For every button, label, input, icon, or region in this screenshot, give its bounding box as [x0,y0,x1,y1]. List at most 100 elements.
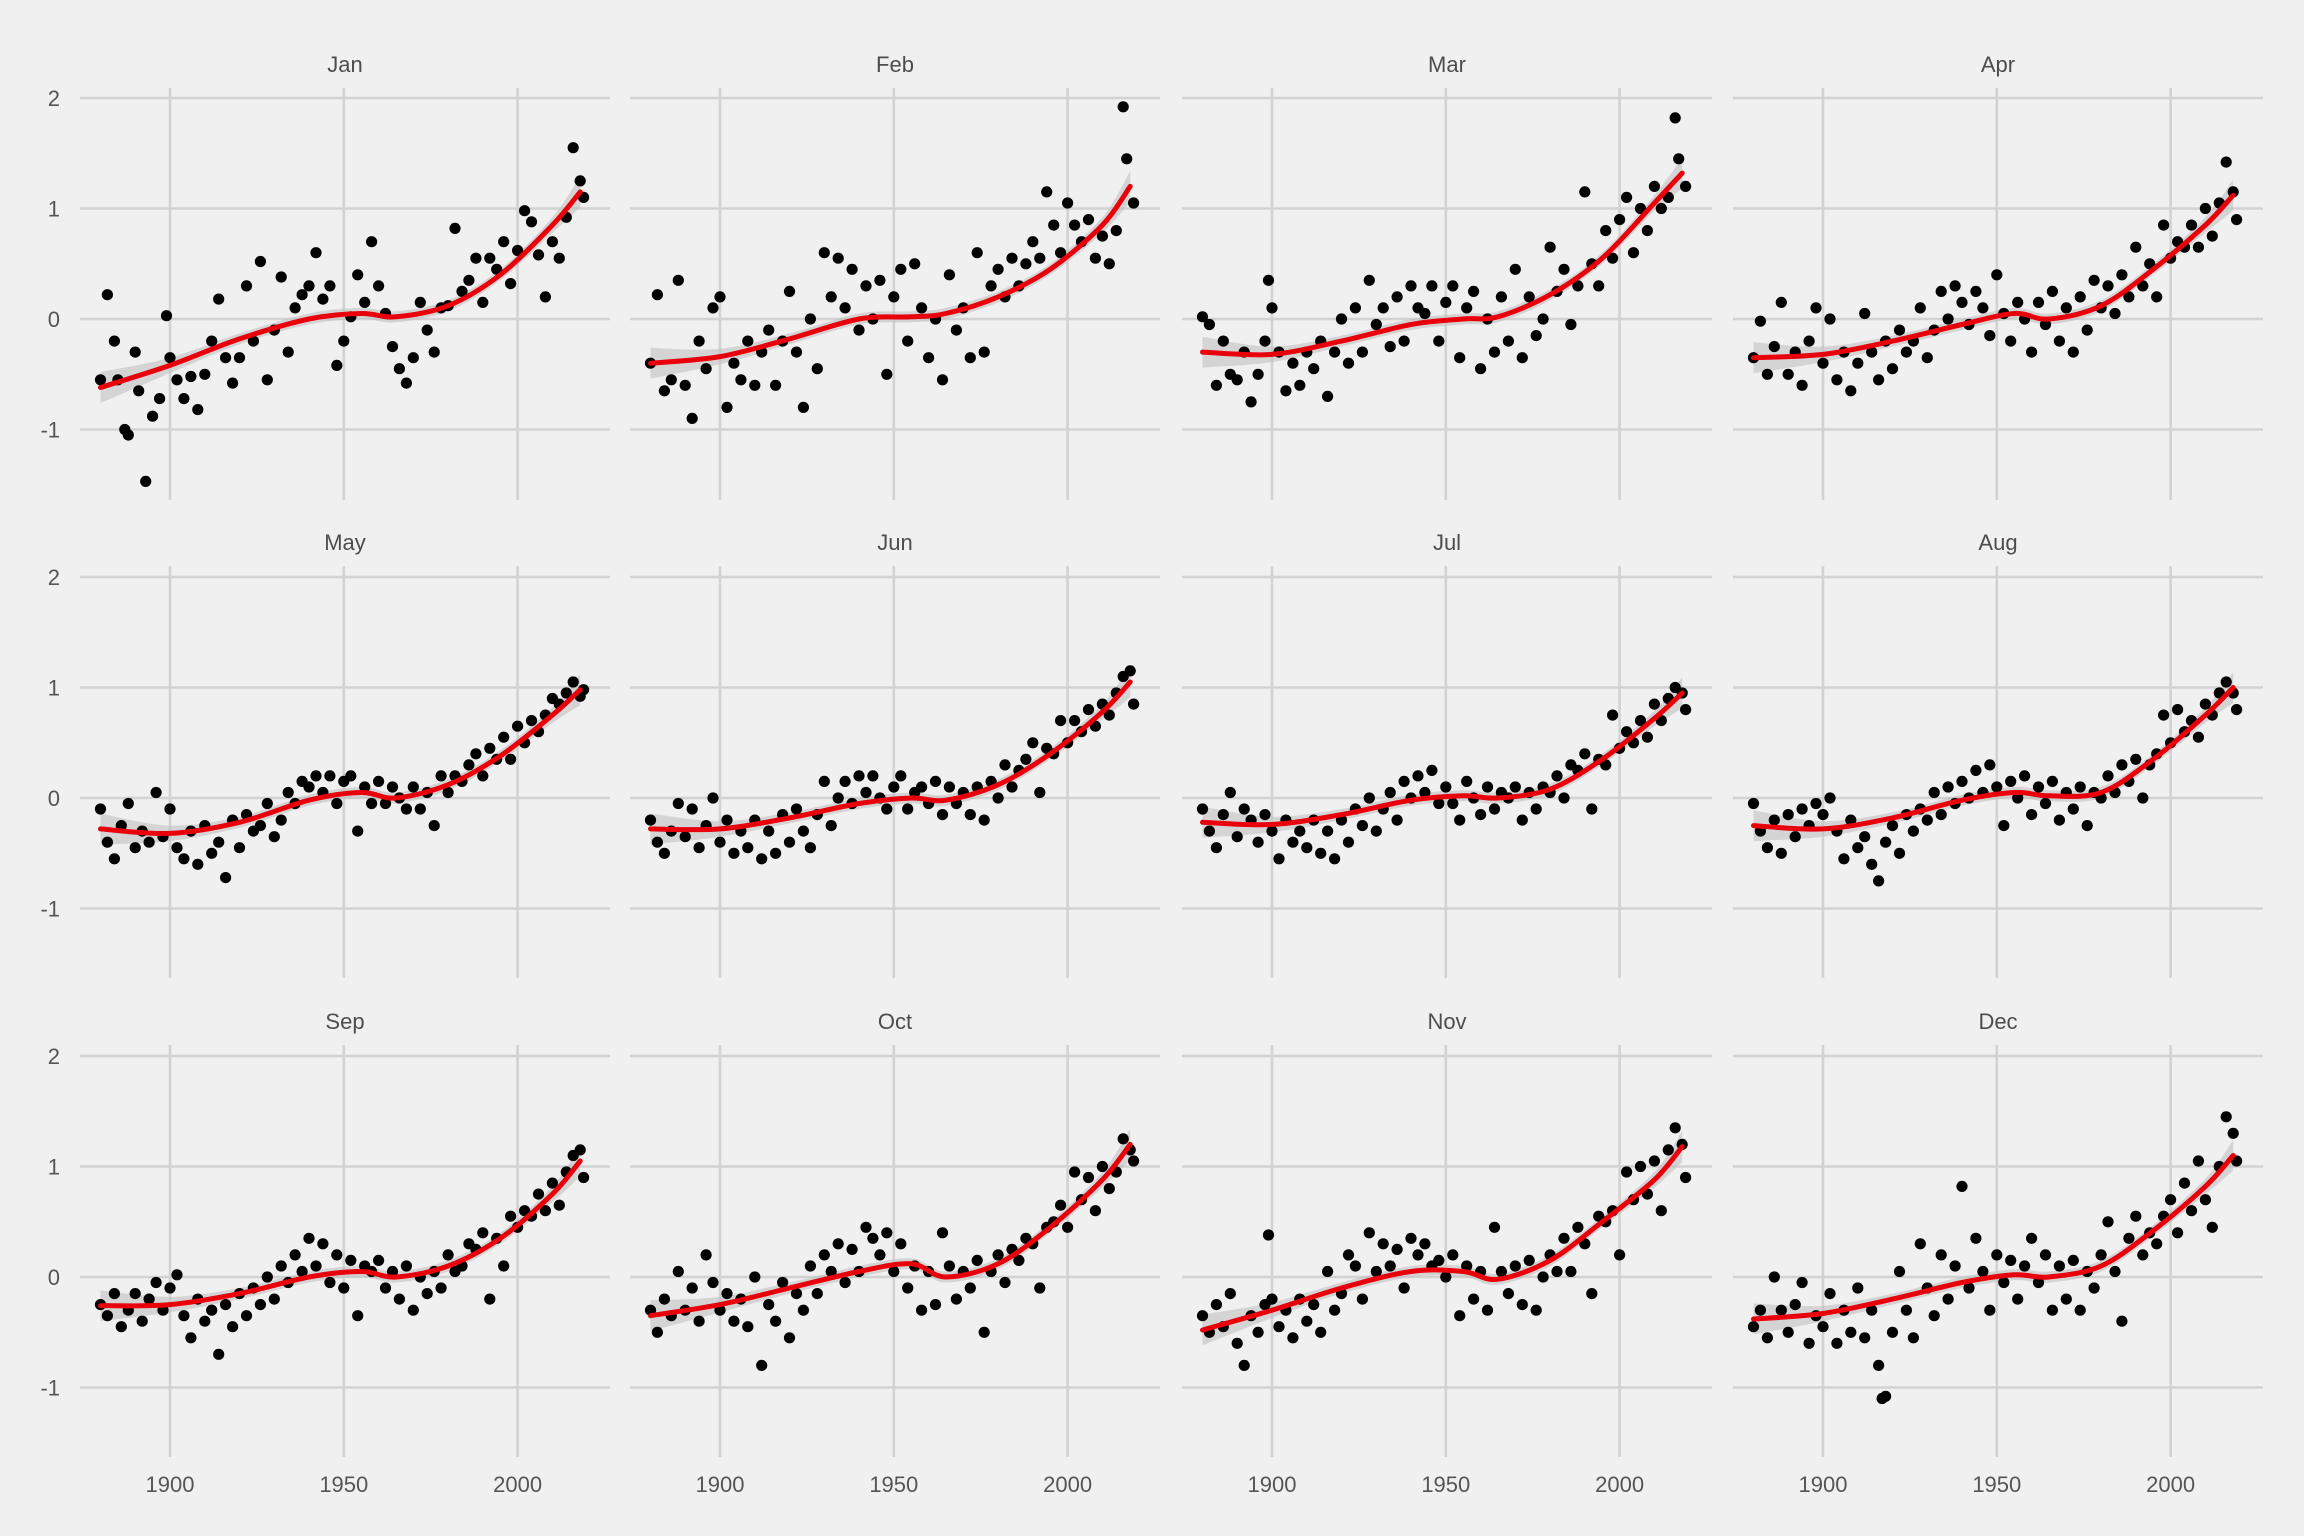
data-point [379,797,392,810]
panel-title: Jul [1433,530,1461,555]
data-point [1627,247,1640,259]
data-point [1252,836,1264,848]
data-point [359,296,371,308]
data-point [2192,1155,2204,1167]
data-point [1614,1249,1626,1261]
data-point [1593,280,1605,292]
data-point [546,1177,559,1189]
data-point [199,368,211,380]
data-point [261,1271,273,1283]
data-point [505,1210,517,1222]
data-point [825,820,837,832]
data-point [1055,247,1067,259]
data-point [546,236,559,248]
data-point [964,352,976,364]
data-point [122,797,134,810]
data-point [275,271,287,283]
data-point [1447,797,1459,810]
data-point [101,289,113,301]
data-point [414,296,426,308]
data-point [1089,1205,1101,1217]
data-point [1824,1288,1836,1300]
panel-title: Oct [878,1009,912,1034]
confidence-band [1202,157,1683,368]
data-point [578,1171,590,1184]
data-point [2220,156,2232,168]
data-point [532,249,545,261]
data-point [2109,307,2121,320]
data-point [1329,346,1341,358]
data-point [101,836,113,848]
panel-feb: Feb [630,52,1160,500]
data-point [1565,1265,1577,1278]
data-point [2088,1282,2100,1294]
data-point [881,803,893,815]
data-point [2102,280,2114,292]
y-tick-label: 1 [48,1155,60,1180]
confidence-band [100,674,581,845]
data-point [1984,330,1996,342]
data-point [832,252,844,264]
data-point [1558,263,1570,275]
data-point [1370,825,1382,837]
data-point [1329,853,1341,865]
data-point [1069,715,1081,727]
data-point [1669,1122,1681,1134]
data-point [1398,335,1410,347]
data-point [393,1293,405,1305]
data-point [2137,280,2149,292]
data-point [749,379,761,391]
data-point [1013,1254,1025,1266]
data-point [1342,357,1355,369]
data-point [435,1282,447,1294]
data-point [2005,335,2017,347]
data-point [1231,1337,1243,1349]
data-point [2067,346,2079,358]
data-point [1782,1326,1794,1338]
data-point [2116,269,2128,281]
data-point [1468,285,1480,297]
data-point [275,1260,287,1272]
data-point [567,142,579,154]
data-point [1377,302,1389,314]
data-point [373,775,385,788]
data-point [1103,1183,1115,1195]
data-point [1845,1326,1857,1338]
data-point [1391,814,1403,826]
data-point [331,797,343,810]
data-point [797,1304,810,1316]
data-point [1419,1238,1431,1250]
data-point [442,786,454,799]
data-point [1775,1304,1787,1316]
data-point [804,1260,817,1272]
data-point [366,236,378,248]
data-point [1893,324,1906,336]
data-point [1062,1221,1074,1233]
data-point [317,293,329,305]
data-point [1266,1293,1278,1305]
data-point [296,1265,308,1278]
data-point [693,842,705,854]
data-point [1641,225,1653,237]
data-point [407,352,419,364]
data-point [150,786,162,799]
data-point [2172,704,2184,716]
data-point [463,274,475,286]
trend-line [648,679,1133,833]
data-point [505,278,517,290]
data-point [227,1321,239,1333]
data-point [1775,847,1787,859]
data-point [1412,1249,1424,1261]
data-point [1907,1332,1919,1344]
data-point [1523,1254,1535,1266]
data-point [1488,803,1501,815]
data-point [498,236,510,248]
data-point [839,302,851,314]
data-point [289,302,301,314]
data-point [964,809,976,821]
data-point [1259,809,1271,821]
data-point [1398,775,1410,788]
data-point [797,401,810,413]
data-point [2130,753,2142,765]
data-point [220,1299,232,1311]
